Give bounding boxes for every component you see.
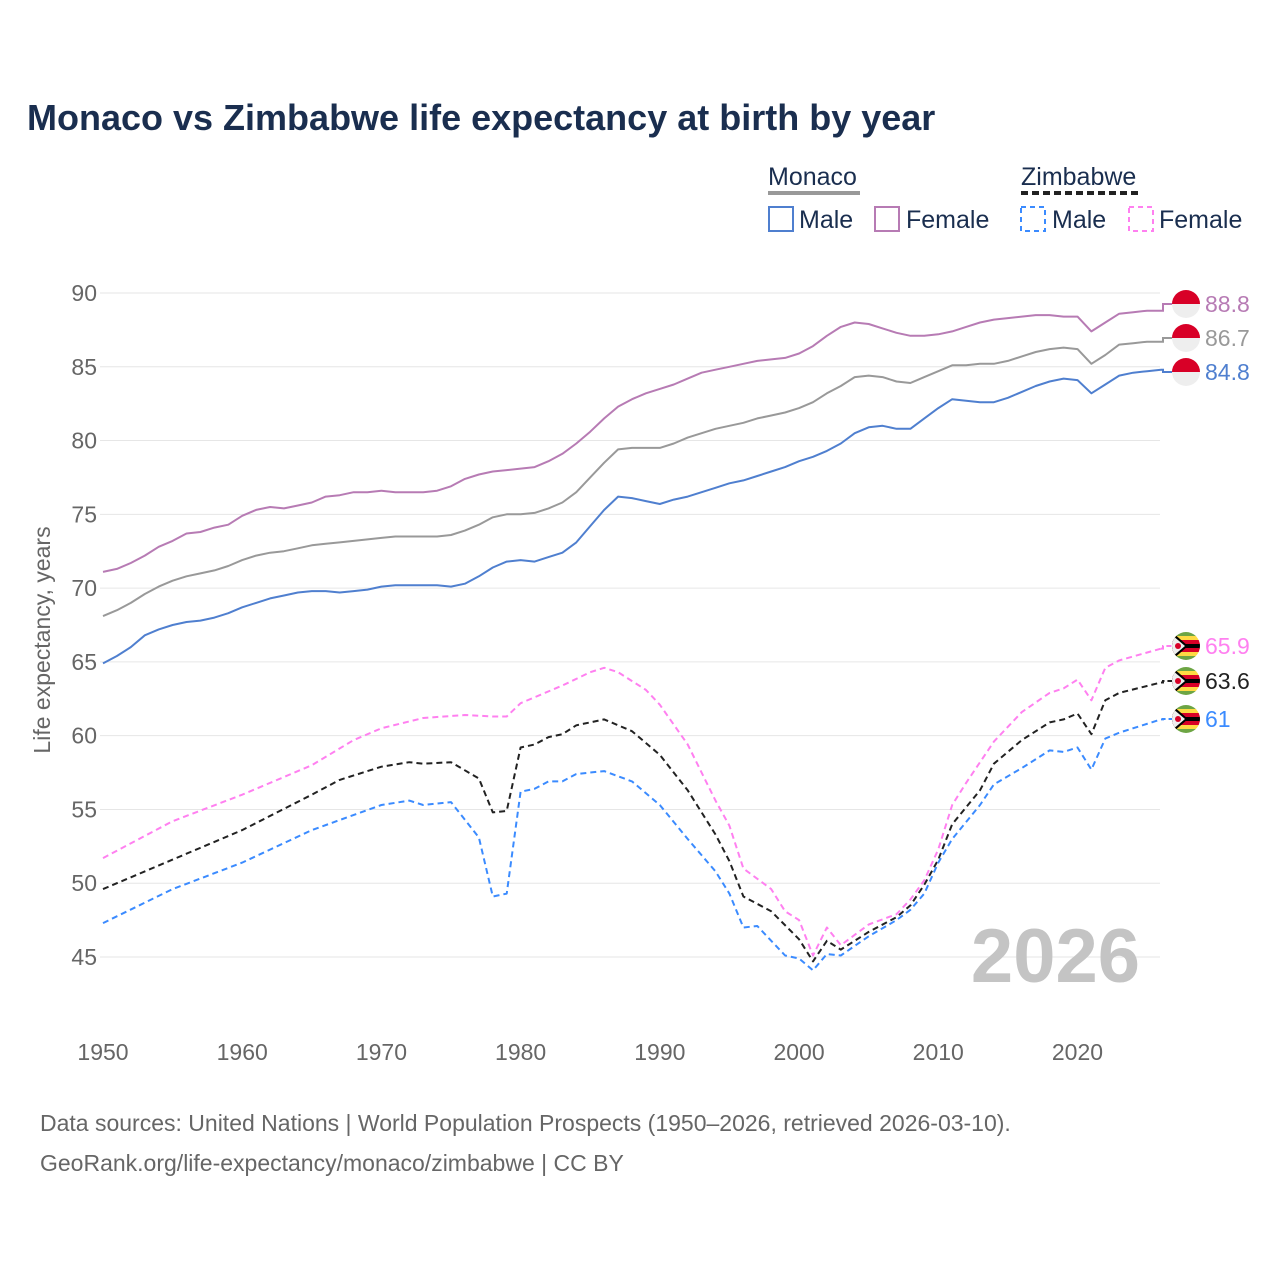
end-label-zimbabwe-total: 63.6 [1161, 667, 1250, 695]
y-tick-label: 70 [71, 575, 97, 601]
end-value-label: 63.6 [1205, 668, 1250, 694]
y-tick-label: 90 [71, 280, 97, 306]
legend-zimbabwe-male: Male [1052, 206, 1106, 234]
end-value-label: 65.9 [1205, 633, 1250, 659]
end-connector [1161, 645, 1172, 650]
end-connector [1161, 680, 1172, 684]
source-line-1: Data sources: United Nations | World Pop… [40, 1110, 1011, 1136]
x-tick-label: 1990 [634, 1039, 685, 1065]
chart-title: Monaco vs Zimbabwe life expectancy at bi… [27, 97, 935, 138]
legend-zimbabwe-female-swatch [1128, 206, 1154, 232]
series-line-zimbabwe-female [102, 647, 1162, 957]
legend-monaco-female: Female [906, 206, 989, 234]
y-tick-label: 60 [71, 723, 97, 749]
zimbabwe-flag-icon [1172, 632, 1200, 660]
series-line-zimbabwe-total [102, 681, 1162, 963]
series-line-monaco-male [102, 368, 1162, 665]
monaco-flag-icon [1172, 324, 1200, 352]
end-value-label: 88.8 [1205, 291, 1250, 317]
series-line-monaco-female [102, 309, 1161, 573]
end-connector [1161, 337, 1172, 343]
end-value-label: 61 [1205, 706, 1231, 732]
legend-zimbabwe-title: Zimbabwe [1021, 163, 1136, 191]
y-axis-label: Life expectancy, years [29, 526, 55, 753]
y-tick-label: 75 [71, 501, 97, 527]
x-tick-label: 2000 [773, 1039, 824, 1065]
x-tick-label: 2010 [913, 1039, 964, 1065]
x-tick-label: 1950 [77, 1039, 128, 1065]
zimbabwe-flag-icon [1172, 667, 1200, 695]
y-tick-label: 45 [71, 944, 97, 970]
series-line-monaco-total [102, 340, 1161, 618]
x-tick-label: 1970 [356, 1039, 407, 1065]
end-label-zimbabwe-male: 61 [1161, 705, 1231, 733]
x-tick-label: 2020 [1052, 1039, 1103, 1065]
end-connector [1161, 368, 1172, 373]
end-value-label: 86.7 [1205, 325, 1250, 351]
legend-monaco-male: Male [799, 206, 853, 234]
legend-zimbabwe-male-swatch [1020, 206, 1046, 232]
legend-monaco-male-swatch [768, 206, 794, 232]
x-tick-label: 1960 [217, 1039, 268, 1065]
source-line-2: GeoRank.org/life-expectancy/monaco/zimba… [40, 1150, 624, 1176]
end-value-label: 84.8 [1205, 359, 1250, 385]
y-tick-label: 85 [71, 354, 97, 380]
end-connector [1161, 303, 1172, 312]
zimbabwe-flag-icon [1172, 705, 1200, 733]
monaco-flag-icon [1172, 358, 1200, 386]
end-label-monaco-female: 88.8 [1161, 290, 1250, 318]
y-tick-label: 55 [71, 796, 97, 822]
legend-zimbabwe-female: Female [1159, 206, 1242, 234]
legend: Monaco Male Female Zimbabwe Male Female [768, 163, 1242, 234]
year-watermark: 2026 [971, 914, 1140, 999]
monaco-flag-icon [1172, 290, 1200, 318]
x-tick-label: 1980 [495, 1039, 546, 1065]
end-label-zimbabwe-female: 65.9 [1161, 632, 1250, 660]
legend-monaco-female-swatch [874, 206, 900, 232]
y-tick-label: 50 [71, 870, 97, 896]
y-tick-label: 80 [71, 428, 97, 454]
end-label-monaco-total: 86.7 [1161, 324, 1250, 352]
legend-monaco-title: Monaco [768, 163, 857, 191]
end-label-monaco-male: 84.8 [1161, 358, 1250, 386]
y-tick-label: 65 [71, 649, 97, 675]
